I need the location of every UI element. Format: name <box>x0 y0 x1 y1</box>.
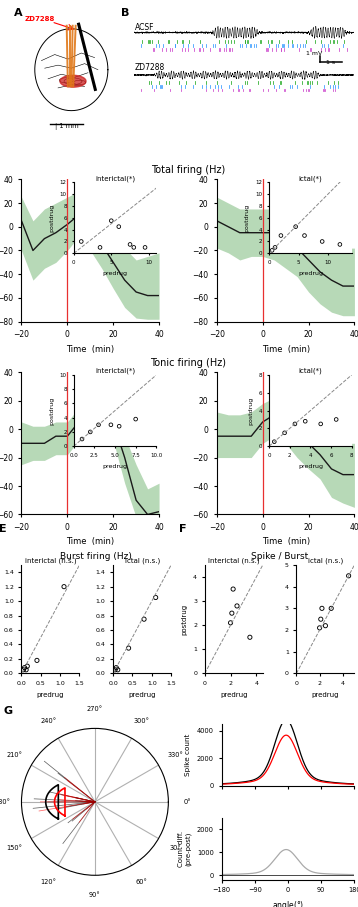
Text: F: F <box>179 524 186 534</box>
Point <box>20 662 26 677</box>
Point <box>228 616 233 630</box>
Point <box>23 662 29 677</box>
Text: Spike / Burst: Spike / Burst <box>251 552 308 561</box>
X-axis label: predrug: predrug <box>37 692 64 697</box>
Text: Burst firing (Hz): Burst firing (Hz) <box>61 552 132 561</box>
Point <box>317 620 323 635</box>
Text: ZD7288: ZD7288 <box>135 63 165 72</box>
Title: Interictal (n.s.): Interictal (n.s.) <box>208 557 260 563</box>
Text: A: A <box>14 8 22 18</box>
Text: | 1 mm: | 1 mm <box>54 123 78 131</box>
Point <box>247 630 253 645</box>
Polygon shape <box>60 75 86 87</box>
Point <box>126 641 131 656</box>
Text: ACSF: ACSF <box>135 24 154 33</box>
Point <box>229 606 235 620</box>
Text: B: B <box>121 8 129 18</box>
Title: ictal (n.s.): ictal (n.s.) <box>308 557 343 563</box>
Point <box>113 660 119 675</box>
Point <box>234 599 240 613</box>
Text: E: E <box>0 524 7 534</box>
Point <box>323 619 328 633</box>
Title: interictal (n.s.): interictal (n.s.) <box>25 557 76 563</box>
X-axis label: predrug: predrug <box>220 692 247 697</box>
Point <box>346 569 352 583</box>
X-axis label: Time  (min): Time (min) <box>262 345 310 354</box>
Point <box>22 660 28 675</box>
Point <box>24 658 30 673</box>
X-axis label: Time  (min): Time (min) <box>66 345 114 354</box>
Y-axis label: Count diff.
(pre-post): Count diff. (pre-post) <box>178 831 191 867</box>
X-axis label: angle($\degree$): angle($\degree$) <box>272 899 304 907</box>
Point <box>34 653 40 668</box>
X-axis label: Time  (min): Time (min) <box>262 537 310 546</box>
Title: ictal (n.s.): ictal (n.s.) <box>125 557 160 563</box>
Text: ZD7288: ZD7288 <box>24 16 54 22</box>
Point <box>318 612 324 627</box>
Point <box>230 581 236 596</box>
Point <box>115 662 121 677</box>
Point <box>319 601 325 616</box>
Point <box>112 662 118 677</box>
Point <box>153 590 159 605</box>
Text: G: G <box>4 706 13 716</box>
Text: Tonic firing (Hz): Tonic firing (Hz) <box>150 357 226 367</box>
Point <box>141 612 147 627</box>
Text: 1 s: 1 s <box>326 61 335 65</box>
Text: 1 mV: 1 mV <box>305 51 322 56</box>
Text: Total firing (Hz): Total firing (Hz) <box>151 165 225 175</box>
Point <box>328 601 334 616</box>
X-axis label: predrug: predrug <box>129 692 156 697</box>
Y-axis label: postdrug: postdrug <box>182 604 188 635</box>
X-axis label: predrug: predrug <box>312 692 339 697</box>
X-axis label: Time  (min): Time (min) <box>66 537 114 546</box>
Y-axis label: Spike count: Spike count <box>185 734 191 776</box>
Point <box>61 580 67 594</box>
